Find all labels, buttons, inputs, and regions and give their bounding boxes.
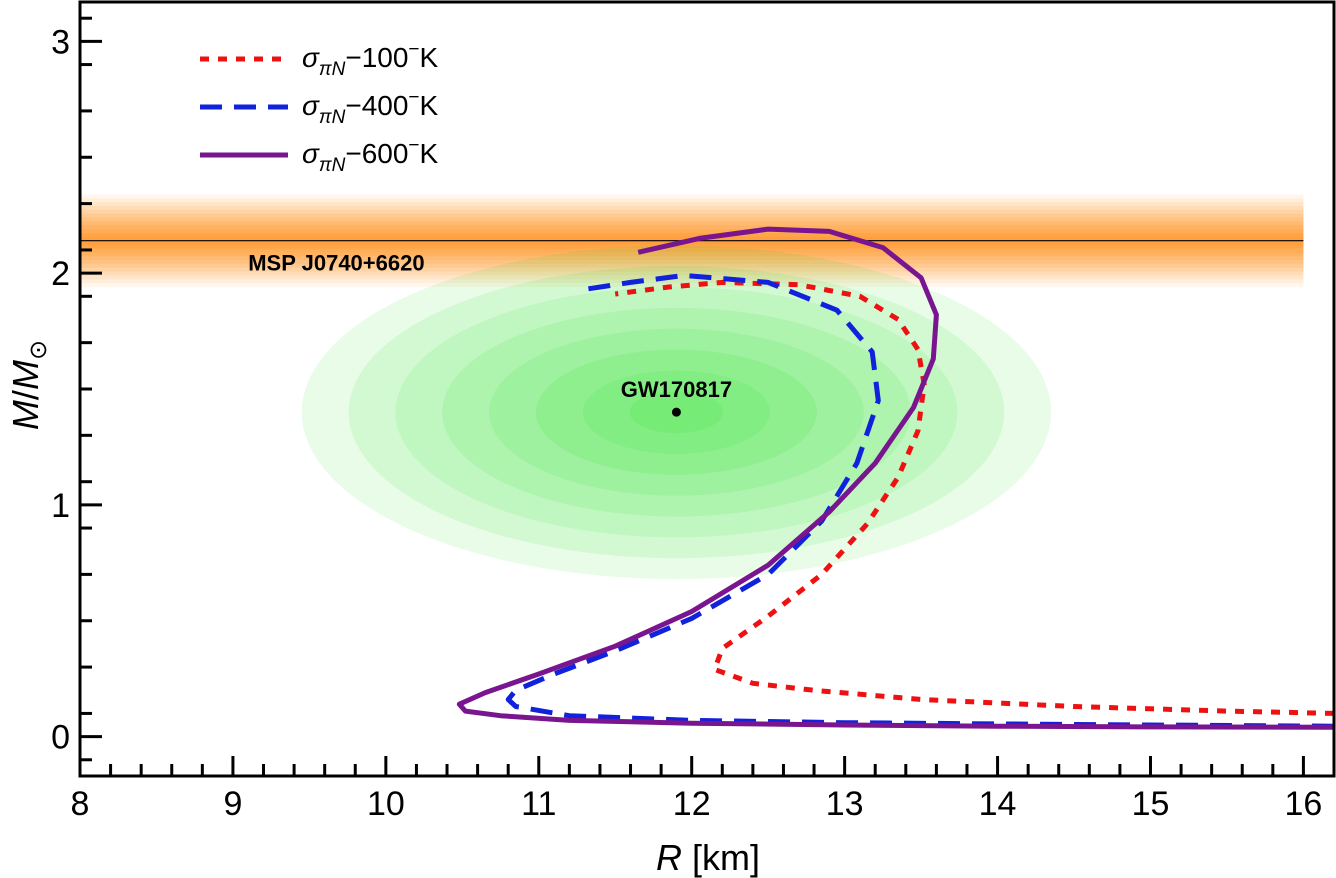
msp-band-label: MSP J0740+6620 xyxy=(248,251,424,276)
legend-entry-2: σπN−400−K xyxy=(200,87,439,128)
y-tick-label: 2 xyxy=(51,255,70,293)
legend-entry-1: σπN−100−K xyxy=(200,39,439,80)
y-tick-label: 3 xyxy=(51,23,70,61)
x-tick-label: 11 xyxy=(521,785,556,823)
legend-label-2: σπN−400−K xyxy=(302,87,439,128)
y-axis-title: M/M⊙ xyxy=(5,340,52,430)
series-2-curve xyxy=(505,272,1334,729)
x-tick-label: 8 xyxy=(71,785,90,823)
x-tick-label: 14 xyxy=(979,785,1017,823)
x-tick-label: 13 xyxy=(826,785,864,823)
y-tick-label: 1 xyxy=(51,487,70,525)
series-3-curve xyxy=(456,226,1334,730)
x-axis-title: R [km] xyxy=(656,837,760,878)
gw-center-point xyxy=(671,407,681,417)
x-tick-label: 10 xyxy=(367,785,405,823)
x-tick-label: 12 xyxy=(673,785,711,823)
curve-layer xyxy=(456,226,1334,730)
legend-label-3: σπN−600−K xyxy=(302,135,439,176)
x-tick-label: 9 xyxy=(223,785,242,823)
legend-entry-3: σπN−600−K xyxy=(200,135,439,176)
y-tick-label: 0 xyxy=(51,719,70,757)
legend-label-1: σπN−100−K xyxy=(302,39,439,80)
x-tick-label: 16 xyxy=(1285,785,1323,823)
x-tick-label: 15 xyxy=(1132,785,1170,823)
gw-ellipse-label: GW170817 xyxy=(621,377,732,402)
legend: σπN−100−K σπN−400−K σπN−600−K xyxy=(200,39,439,176)
